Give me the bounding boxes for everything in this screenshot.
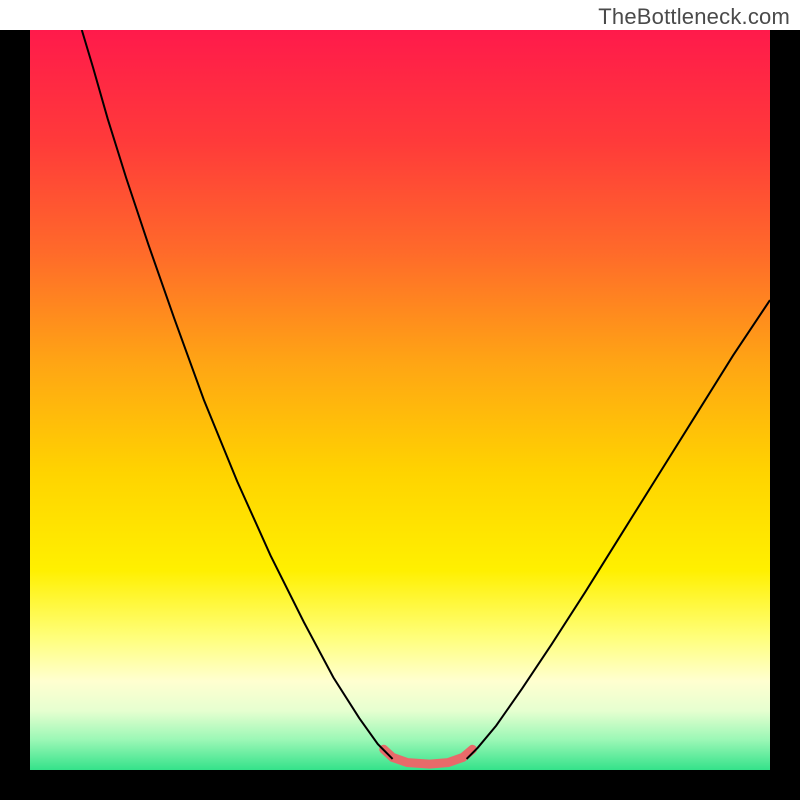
chart-container: TheBottleneck.com — [0, 0, 800, 800]
chart-svg — [0, 0, 800, 800]
gradient-background — [30, 30, 770, 770]
watermark-label: TheBottleneck.com — [598, 4, 790, 30]
